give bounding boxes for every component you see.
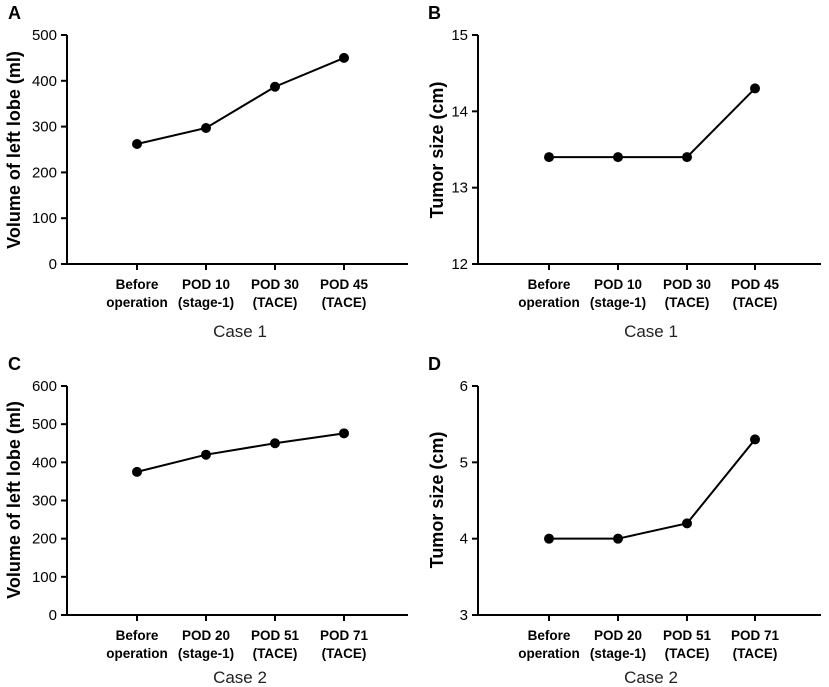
y-axis-title: Tumor size (cm) — [427, 432, 447, 569]
y-tick-label: 100 — [32, 569, 57, 586]
x-tick-label-line2: (TACE) — [322, 646, 367, 661]
x-tick-label-line2: (TACE) — [665, 646, 710, 661]
x-axis-title: Case 1 — [624, 322, 678, 341]
x-tick-label: Before — [528, 277, 571, 292]
y-tick-label: 300 — [32, 119, 57, 136]
panel-d: D Tumor size (cm) 3 4 5 6 Before operation POD 2… — [427, 354, 821, 687]
x-tick-label: Before — [116, 277, 159, 292]
y-tick-label: 12 — [451, 256, 468, 273]
y-tick-label: 6 — [460, 378, 468, 395]
data-point — [613, 152, 623, 163]
series-line — [549, 87, 756, 159]
x-tick-label: POD 45 — [320, 277, 369, 292]
y-axis-title: Tumor size (cm) — [427, 82, 447, 219]
x-tick-label-line2: operation — [106, 646, 168, 661]
y-tick-label: 500 — [32, 416, 57, 433]
y-tick-label: 14 — [451, 103, 468, 120]
data-point — [613, 533, 623, 544]
y-axis-title: Volume of left lobe (ml) — [4, 51, 24, 249]
x-tick-label-line2: operation — [518, 646, 580, 661]
y-tick-label: 13 — [451, 180, 468, 197]
y-tick-label: 200 — [32, 164, 57, 181]
y-tick-label: 200 — [32, 531, 57, 548]
panel-letter: A — [8, 3, 21, 23]
x-tick-label: POD 51 — [663, 628, 712, 643]
x-tick-label: POD 45 — [731, 277, 780, 292]
data-point — [201, 122, 211, 133]
x-tick-label-line2: (stage-1) — [590, 295, 646, 310]
series-line — [136, 432, 345, 473]
x-axis-title: Case 2 — [213, 668, 267, 687]
data-point — [750, 83, 760, 94]
data-point — [201, 449, 211, 460]
y-tick-label: 4 — [460, 531, 468, 548]
x-tick-label-line2: (TACE) — [253, 295, 298, 310]
y-tick-label: 600 — [32, 378, 57, 395]
data-point — [750, 434, 760, 445]
y-tick-label: 3 — [460, 607, 468, 624]
data-point — [132, 466, 142, 477]
x-tick-label-line2: (stage-1) — [178, 295, 234, 310]
x-tick-label: POD 51 — [251, 628, 300, 643]
y-tick-label: 100 — [32, 210, 57, 227]
x-tick-label-line2: (TACE) — [733, 646, 778, 661]
x-tick-label-line2: (TACE) — [253, 646, 298, 661]
x-tick-label: POD 30 — [251, 277, 299, 292]
x-tick-label-line2: (TACE) — [733, 295, 778, 310]
data-point — [682, 518, 692, 529]
x-tick-label-line2: (stage-1) — [178, 646, 234, 661]
data-point — [682, 152, 692, 163]
x-tick-label: Before — [528, 628, 571, 643]
panel-b: B Tumor size (cm) 12 13 14 15 Before operation P… — [427, 3, 821, 341]
series-line — [549, 438, 756, 540]
data-point — [132, 139, 142, 150]
panel-letter: D — [428, 354, 441, 374]
data-point — [544, 533, 554, 544]
y-tick-label: 0 — [49, 607, 57, 624]
series-line — [136, 56, 345, 145]
panel-letter: C — [8, 354, 21, 374]
y-axis-title: Volume of left lobe (ml) — [4, 401, 24, 599]
data-point — [339, 428, 349, 439]
panel-a: A Volume of left lobe (ml) 0 100 200 300 400 50… — [4, 3, 408, 341]
x-tick-label: POD 30 — [663, 277, 711, 292]
x-tick-label: POD 20 — [594, 628, 642, 643]
y-tick-label: 300 — [32, 493, 57, 510]
x-tick-label-line2: operation — [518, 295, 580, 310]
y-tick-label: 15 — [451, 27, 468, 44]
x-tick-label-line2: (TACE) — [665, 295, 710, 310]
data-point — [544, 152, 554, 163]
x-tick-label-line2: (TACE) — [322, 295, 367, 310]
data-point — [270, 81, 280, 92]
panel-c: C Volume of left lobe (ml) 0 100 200 300 400 50… — [4, 354, 408, 687]
x-tick-label: POD 71 — [731, 628, 780, 643]
y-tick-label: 500 — [32, 27, 57, 44]
x-tick-label-line2: (stage-1) — [590, 646, 646, 661]
y-tick-label: 0 — [49, 256, 57, 273]
x-tick-label-line2: operation — [106, 295, 168, 310]
y-tick-label: 5 — [460, 454, 468, 471]
x-axis-title: Case 2 — [624, 668, 678, 687]
x-tick-label: POD 10 — [594, 277, 642, 292]
data-point — [270, 438, 280, 449]
y-tick-label: 400 — [32, 454, 57, 471]
y-tick-label: 400 — [32, 73, 57, 90]
x-tick-label: POD 20 — [182, 628, 230, 643]
data-point — [339, 52, 349, 63]
x-tick-label: POD 71 — [320, 628, 369, 643]
x-tick-label: POD 10 — [182, 277, 230, 292]
x-axis-title: Case 1 — [213, 322, 267, 341]
x-tick-label: Before — [116, 628, 159, 643]
panel-letter: B — [428, 3, 441, 23]
